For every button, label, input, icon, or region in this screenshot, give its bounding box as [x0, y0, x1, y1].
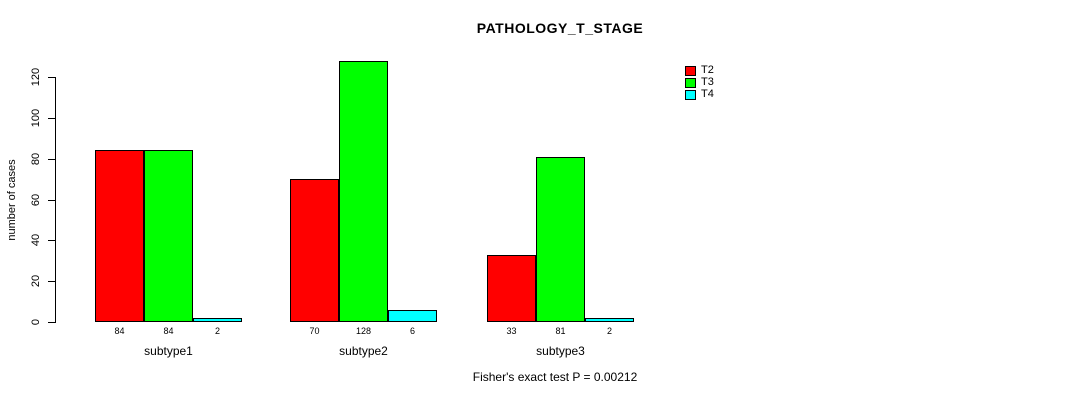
bar-t3-subtype3 [536, 157, 585, 322]
category-label-subtype2: subtype2 [339, 344, 388, 358]
y-axis-title: number of cases [6, 159, 18, 241]
y-axis-tick-label: 60 [30, 193, 42, 207]
category-label-subtype3: subtype3 [536, 344, 585, 358]
bar-value-label: 2 [214, 326, 220, 336]
legend-label-t2: T2 [701, 64, 714, 76]
y-axis-tick-label: 40 [30, 233, 42, 247]
y-axis-tick [48, 200, 55, 201]
bar-value-label: 84 [163, 326, 174, 336]
bar-value-label: 33 [506, 326, 517, 336]
stat-annotation: Fisher's exact test P = 0.00212 [472, 370, 638, 384]
bar-t4-subtype3 [585, 318, 634, 322]
legend-swatch-t4 [685, 90, 696, 100]
bar-value-label: 6 [409, 326, 415, 336]
y-axis-tick [48, 281, 55, 282]
y-axis-tick [48, 240, 55, 241]
y-axis-tick [48, 159, 55, 160]
legend-label-t4: T4 [701, 88, 714, 100]
y-axis-tick [48, 77, 55, 78]
legend-swatch-t3 [685, 78, 696, 88]
bar-value-label: 81 [555, 326, 566, 336]
bar-t3-subtype1 [144, 150, 193, 322]
bar-value-label: 128 [355, 326, 372, 336]
y-axis-line [55, 77, 56, 323]
y-axis-tick-label: 80 [30, 152, 42, 166]
bar-t2-subtype2 [290, 179, 339, 322]
y-axis-tick-label: 20 [30, 274, 42, 288]
bar-value-label: 84 [114, 326, 125, 336]
bar-t4-subtype2 [388, 310, 437, 322]
category-label-subtype1: subtype1 [144, 344, 193, 358]
legend-swatch-t2 [685, 66, 696, 76]
y-axis-tick [48, 118, 55, 119]
bar-t4-subtype1 [193, 318, 242, 322]
y-axis-tick [48, 322, 55, 323]
bar-t2-subtype1 [95, 150, 144, 322]
bar-t3-subtype2 [339, 61, 388, 322]
legend-label-t3: T3 [701, 76, 714, 88]
bar-value-label: 70 [309, 326, 320, 336]
bar-value-label: 2 [606, 326, 612, 336]
y-axis-tick-label: 0 [30, 318, 42, 326]
y-axis-tick-label: 100 [30, 108, 42, 128]
y-axis-tick-label: 120 [30, 67, 42, 87]
chart-title: PATHOLOGY_T_STAGE [476, 20, 644, 36]
bar-t2-subtype3 [487, 255, 536, 322]
